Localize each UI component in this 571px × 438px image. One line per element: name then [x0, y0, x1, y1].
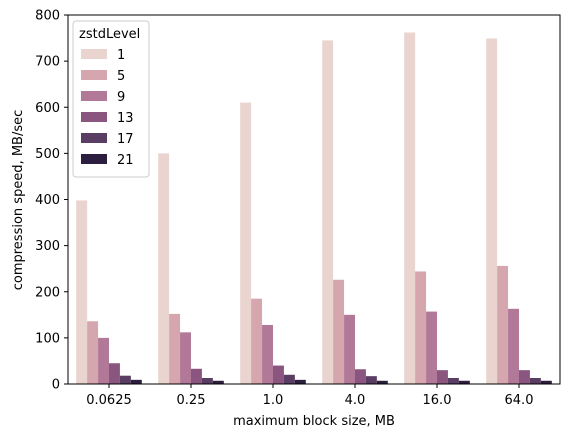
y-axis-label: compression speed, MB/sec [11, 110, 26, 291]
y-tick-label: 200 [35, 285, 60, 300]
legend-swatch-9 [81, 91, 107, 101]
bar-64.0-level-5 [497, 265, 509, 384]
bar-0.25-level-13 [191, 368, 202, 384]
y-tick-label: 500 [35, 147, 60, 162]
bar-0.25-level-9 [180, 332, 191, 384]
legend-entry-13: 13 [117, 111, 134, 126]
legend-entry-21: 21 [117, 153, 134, 168]
bar-1.0-level-9 [262, 324, 273, 384]
bar-0.0625-level-17 [119, 375, 131, 384]
x-tick-label: 0.0625 [86, 393, 132, 408]
y-tick-label: 800 [35, 9, 60, 24]
y-tick-label: 700 [35, 55, 60, 70]
y-tick-label: 300 [35, 239, 60, 254]
bar-16.0-level-17 [447, 378, 459, 384]
legend: zstdLevel 1 5 9 13 17 21 [72, 20, 150, 178]
legend-swatch-13 [81, 112, 107, 122]
bar-16.0-level-21 [458, 380, 470, 384]
bar-64.0-level-1 [486, 38, 498, 385]
bar-64.0-level-17 [529, 378, 541, 384]
bar-4.0-level-9 [344, 314, 355, 384]
bar-4.0-level-17 [365, 376, 377, 384]
x-tick-label: 64.0 [505, 393, 534, 408]
legend-entry-9: 9 [117, 90, 125, 105]
bar-0.25-level-17 [201, 378, 213, 384]
bar-16.0-level-13 [437, 370, 448, 384]
bars-layer [76, 32, 552, 385]
bar-0.0625-level-9 [98, 337, 109, 385]
axes-layer: 0 100 200 300 400 500 600 700 800 0.0625 0.25 1.0 4.… [35, 9, 561, 408]
x-axis-label: maximum block size, MB [233, 414, 395, 429]
bar-1.0-level-13 [273, 365, 284, 384]
legend-entry-5: 5 [117, 69, 125, 84]
y-tick-label: 100 [35, 331, 60, 346]
bar-1.0-level-1 [240, 102, 252, 384]
legend-swatch-5 [81, 70, 107, 80]
bar-1.0-level-17 [283, 374, 295, 384]
bar-16.0-level-1 [404, 32, 416, 384]
legend-title: zstdLevel [79, 27, 140, 42]
x-tick-label: 1.0 [263, 393, 284, 408]
legend-swatch-17 [81, 133, 107, 143]
bar-1.0-level-21 [294, 379, 306, 384]
x-tick-label: 0.25 [177, 393, 206, 408]
x-tick-label: 16.0 [423, 393, 452, 408]
bar-16.0-level-5 [415, 271, 427, 384]
bar-16.0-level-9 [426, 311, 437, 384]
bar-0.0625-level-13 [109, 363, 120, 384]
bar-0.25-level-1 [158, 153, 170, 385]
legend-swatch-1 [81, 49, 107, 59]
bar-1.0-level-5 [251, 298, 263, 384]
legend-entry-17: 17 [117, 132, 134, 147]
y-tick-label: 0 [52, 378, 60, 393]
bar-0.25-level-5 [169, 313, 181, 384]
legend-entry-1: 1 [117, 48, 125, 63]
bar-0.25-level-21 [212, 380, 224, 384]
bar-4.0-level-21 [376, 380, 388, 384]
y-tick-label: 600 [35, 101, 60, 116]
bar-64.0-level-9 [508, 308, 519, 384]
bar-4.0-level-5 [333, 279, 345, 384]
legend-swatch-21 [81, 154, 107, 164]
x-tick-label: 4.0 [345, 393, 366, 408]
bar-0.0625-level-5 [87, 321, 99, 384]
bar-64.0-level-21 [540, 380, 552, 384]
y-tick-label: 400 [35, 193, 60, 208]
bar-4.0-level-1 [322, 40, 334, 385]
bar-4.0-level-13 [355, 369, 366, 384]
bar-0.0625-level-1 [76, 200, 88, 384]
bar-64.0-level-13 [519, 370, 530, 384]
bar-0.0625-level-21 [130, 379, 142, 384]
